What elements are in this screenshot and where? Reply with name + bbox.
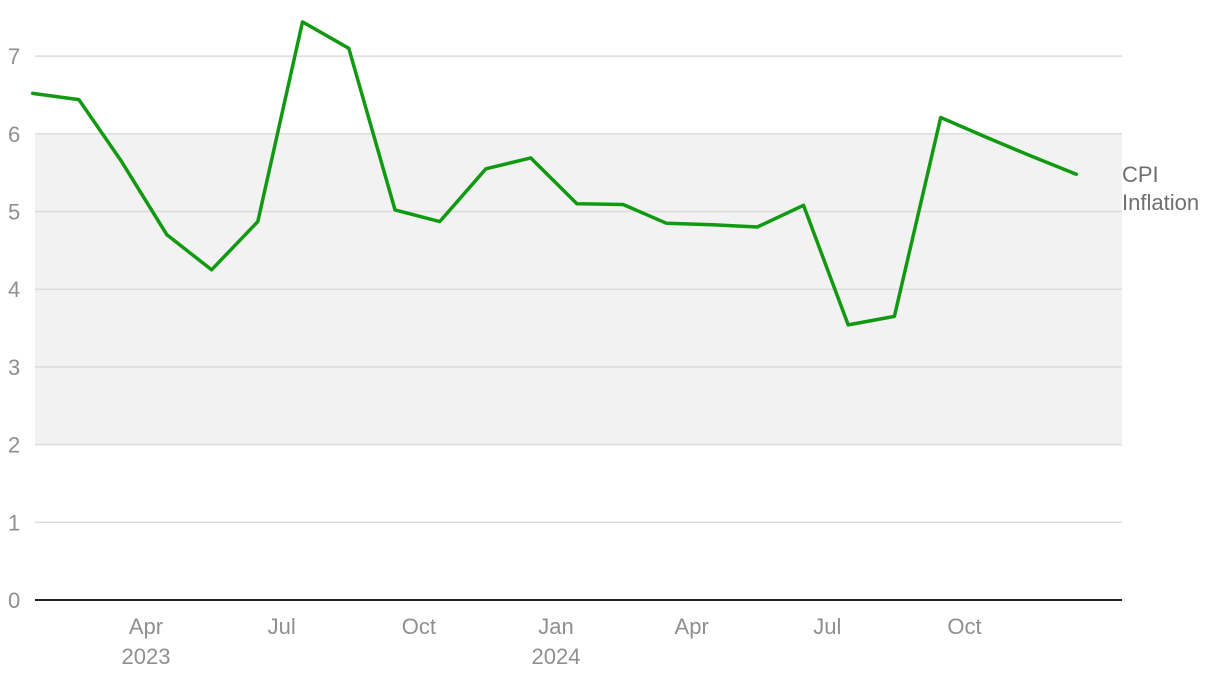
x-tick-year-label: 2023 [122,644,171,669]
x-tick-month-label: Jan [538,614,573,639]
y-tick-label: 2 [8,433,20,458]
y-tick-label: 4 [8,277,20,302]
gridlines [35,55,1122,524]
y-tick-label: 7 [8,44,20,69]
y-tick-label: 6 [8,122,20,147]
x-tick-month-label: Jul [813,614,841,639]
x-tick-month-label: Apr [675,614,709,639]
x-tick-month-label: Jul [268,614,296,639]
x-tick-month-label: Oct [402,614,436,639]
x-tick-year-label: 2024 [532,644,581,669]
series-label-line2: Inflation [1122,190,1199,215]
y-tick-label: 5 [8,200,20,225]
series-label: CPI [1122,162,1159,187]
cpi-inflation-line [30,20,1079,327]
x-tick-month-label: Oct [947,614,981,639]
y-tick-label: 3 [8,355,20,380]
y-axis: 0 1 2 3 4 5 6 7 [8,44,20,613]
y-tick-label: 0 [8,588,20,613]
y-tick-label: 1 [8,510,20,535]
x-tick-month-label: Apr [129,614,163,639]
x-axis: Apr 2023 Jul Oct Jan 2024 Apr Jul Oct [122,614,982,669]
